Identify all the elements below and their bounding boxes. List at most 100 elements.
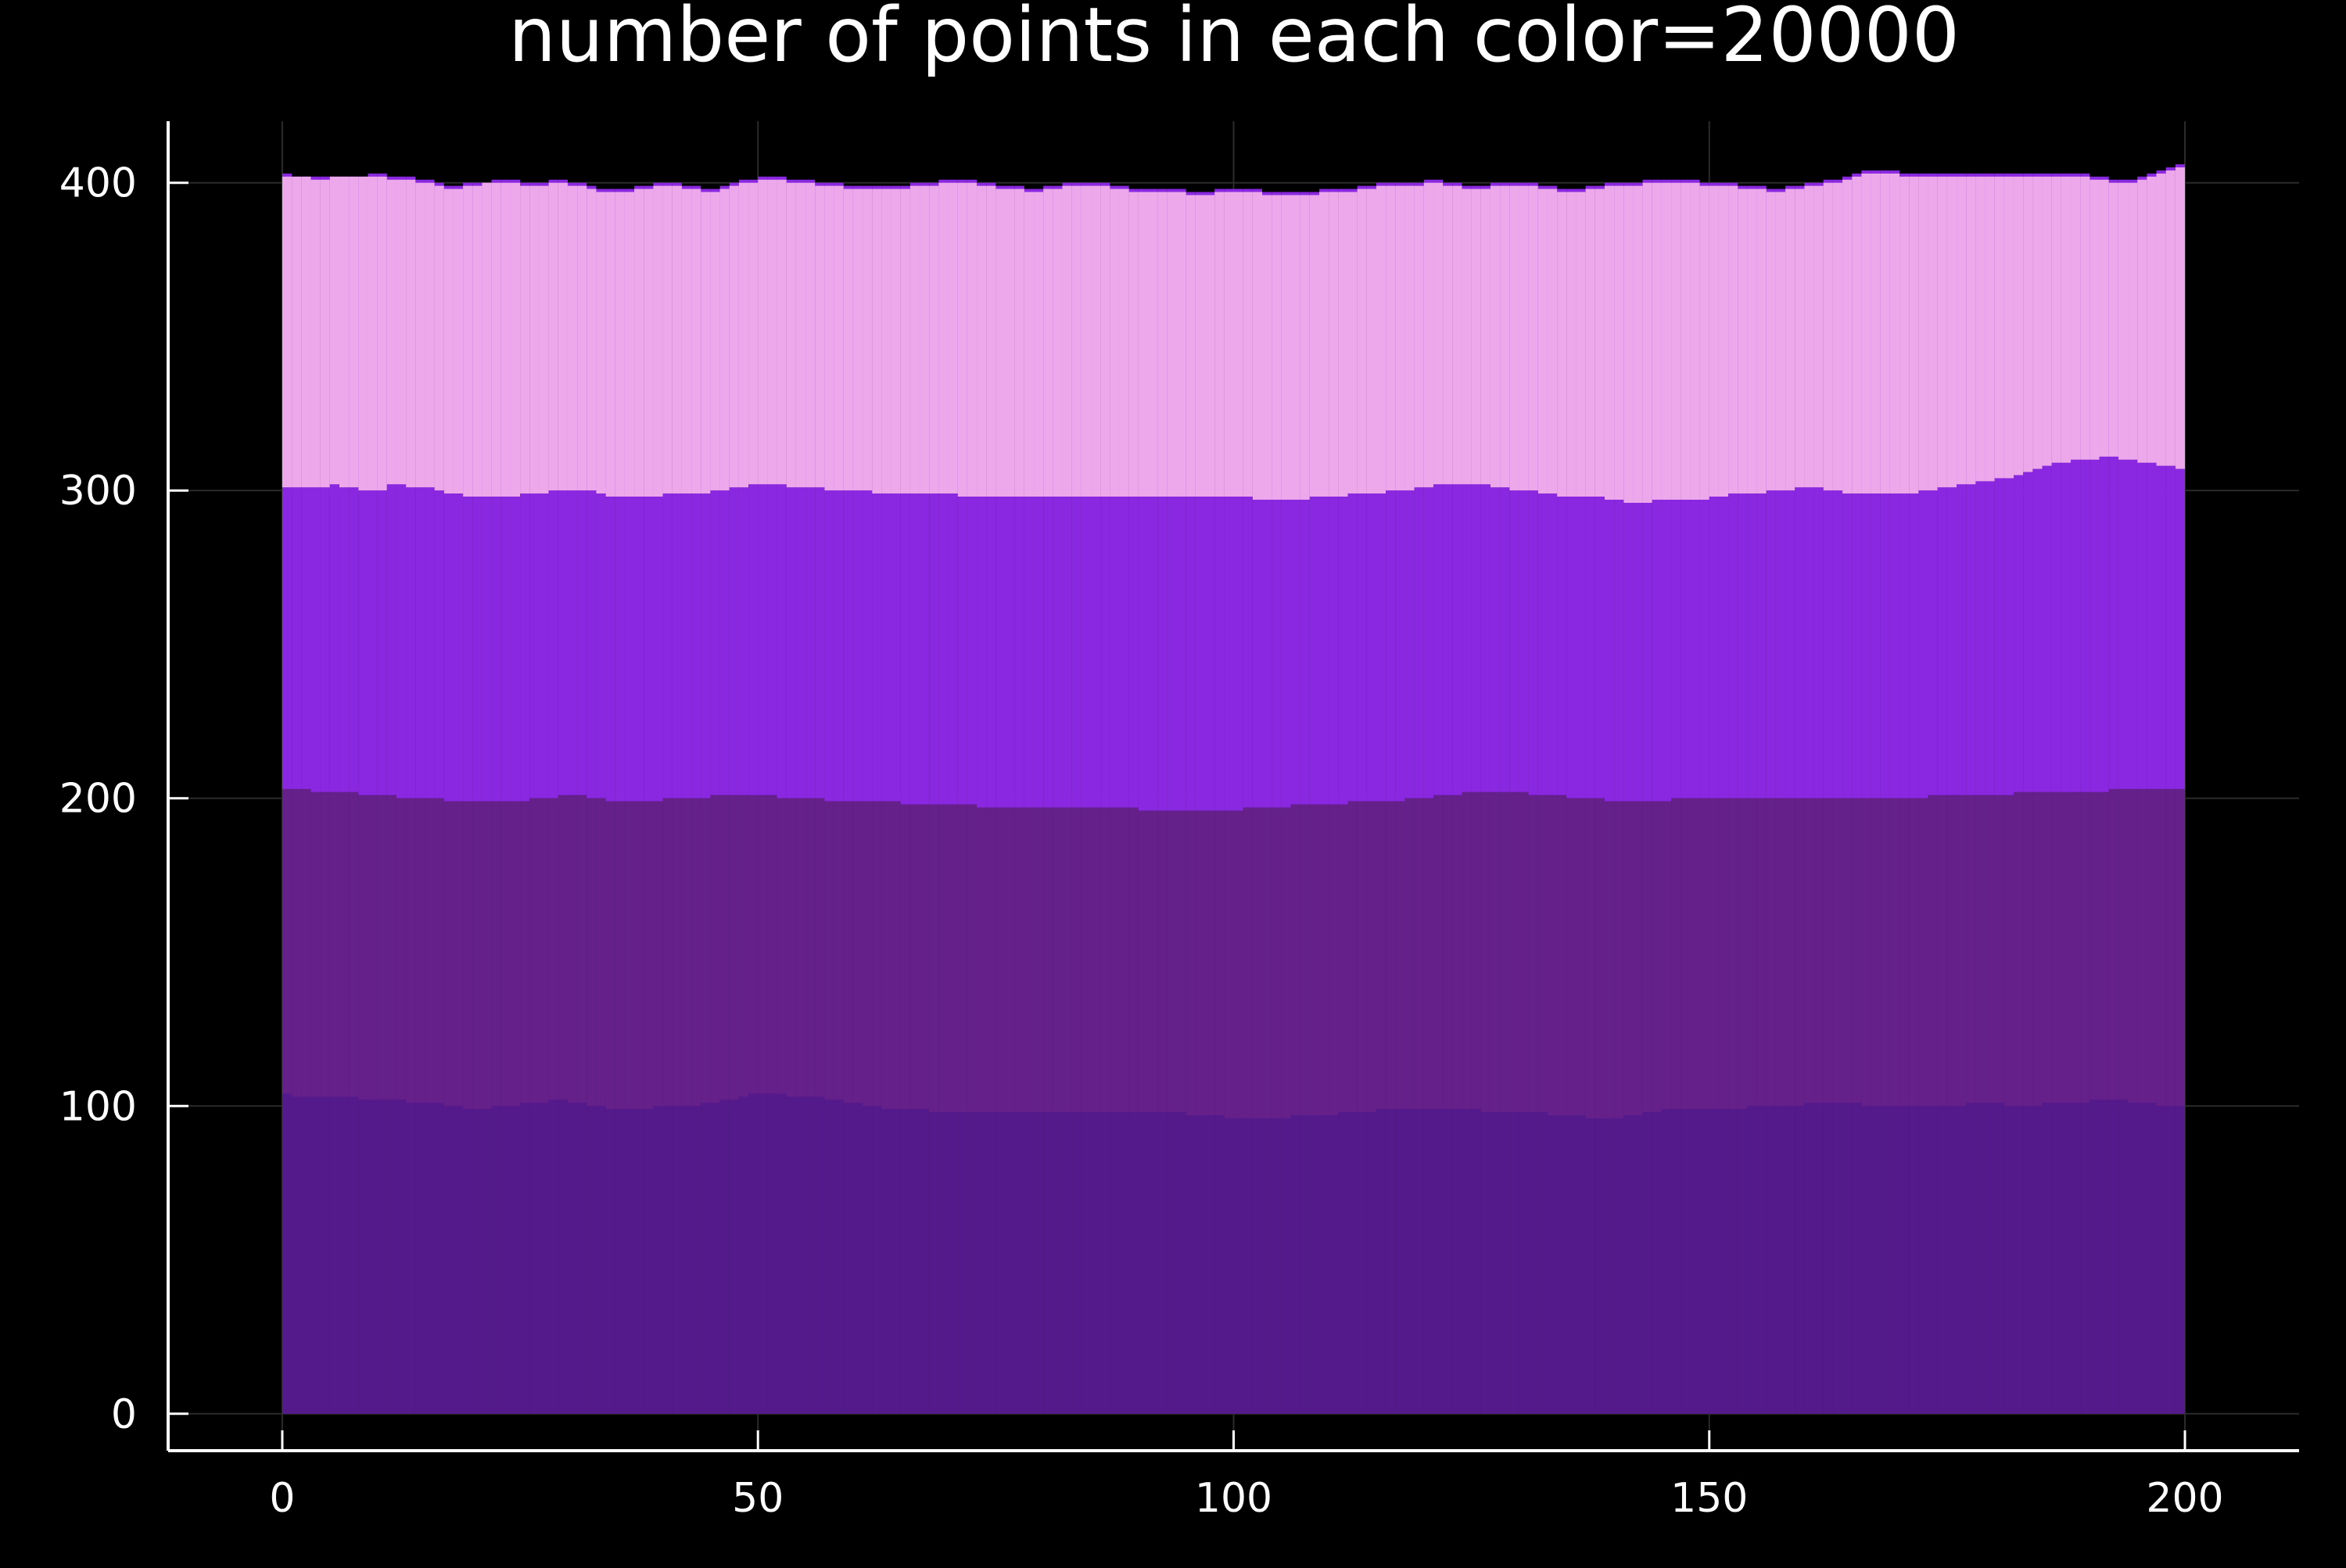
bar-segment bbox=[386, 179, 396, 485]
bar-segment bbox=[2042, 176, 2052, 466]
bar-segment bbox=[758, 1093, 768, 1414]
bar-segment bbox=[900, 804, 910, 1110]
bar-segment bbox=[1889, 1106, 1900, 1414]
bar-segment bbox=[929, 1112, 939, 1414]
bar-segment bbox=[605, 801, 615, 1110]
bar-segment bbox=[2090, 791, 2100, 1100]
bar-segment bbox=[777, 484, 787, 798]
bar-segment bbox=[491, 801, 501, 1107]
bar-segment bbox=[729, 185, 739, 488]
bar-segment bbox=[1832, 490, 1843, 798]
bar-segment bbox=[1957, 795, 1967, 1107]
bar-segment bbox=[1091, 497, 1101, 808]
bar-segment bbox=[1490, 791, 1501, 1113]
bar-segment bbox=[529, 798, 540, 1103]
bar-segment bbox=[1785, 1106, 1795, 1414]
bar-segment bbox=[2061, 176, 2072, 463]
bar-segment bbox=[852, 188, 863, 491]
bar-segment bbox=[329, 791, 339, 1097]
bar-segment bbox=[1128, 497, 1139, 808]
bar-segment bbox=[967, 1112, 978, 1414]
bar-segment bbox=[1756, 188, 1767, 494]
bar-segment bbox=[463, 801, 473, 1110]
bar-segment bbox=[748, 795, 759, 1094]
bar-segment bbox=[1718, 497, 1729, 798]
bar-segment bbox=[1519, 791, 1529, 1113]
bar-segment bbox=[2003, 795, 2014, 1107]
bar-segment bbox=[1889, 493, 1900, 798]
bar-segment bbox=[1623, 801, 1634, 1116]
bar-segment bbox=[1081, 1112, 1092, 1414]
bar-segment bbox=[1318, 804, 1329, 1116]
bar-segment bbox=[1699, 1109, 1709, 1414]
bar-segment bbox=[1128, 192, 1139, 497]
bar-segment bbox=[443, 1106, 454, 1414]
bar-segment bbox=[701, 192, 711, 494]
bar-segment bbox=[1566, 1115, 1577, 1414]
bar-segment bbox=[1233, 810, 1243, 1118]
bar-segment bbox=[681, 798, 692, 1107]
bar-segment bbox=[1081, 807, 1092, 1113]
bar-segment bbox=[1566, 798, 1577, 1116]
bar-segment bbox=[1091, 807, 1101, 1113]
bar-segment bbox=[881, 801, 891, 1110]
bar-segment bbox=[710, 192, 720, 491]
bar-segment bbox=[1633, 502, 1643, 802]
bar-segment bbox=[1167, 1112, 1177, 1414]
bar-segment bbox=[1937, 1106, 1947, 1414]
chart-title: number of points in each color=20000 bbox=[508, 0, 1960, 79]
bar-segment bbox=[900, 188, 910, 494]
bar-segment bbox=[1652, 801, 1662, 1113]
bar-segment bbox=[615, 1109, 625, 1414]
bar-segment bbox=[2118, 459, 2129, 789]
bar-segment bbox=[1423, 487, 1433, 798]
bar-segment bbox=[1357, 188, 1367, 494]
bar-segment bbox=[977, 497, 987, 808]
bar-segment bbox=[2032, 1106, 2043, 1414]
bar-segment bbox=[1252, 500, 1262, 808]
bar-segment bbox=[1500, 185, 1510, 488]
bar-segment bbox=[329, 176, 339, 485]
bar-segment bbox=[567, 490, 578, 795]
bar-segment bbox=[1119, 807, 1129, 1113]
bar-segment bbox=[1509, 791, 1519, 1113]
bar-segment bbox=[662, 185, 673, 494]
bar-segment bbox=[539, 798, 549, 1103]
bar-segment bbox=[967, 182, 978, 497]
bar-segment bbox=[1300, 195, 1310, 501]
bar-segment bbox=[1071, 497, 1082, 808]
bar-segment bbox=[1195, 195, 1206, 497]
bar-segment bbox=[834, 801, 844, 1100]
bar-segment bbox=[396, 798, 407, 1100]
bar-segment bbox=[415, 798, 425, 1103]
bar-segment bbox=[1053, 1112, 1063, 1414]
bar-segment bbox=[1433, 182, 1444, 485]
bar-segment bbox=[938, 493, 949, 805]
bar-segment bbox=[1614, 500, 1624, 802]
bar-segment bbox=[948, 804, 958, 1113]
bar-segment bbox=[1376, 185, 1386, 494]
bar-segment bbox=[1462, 791, 1472, 1110]
bar-segment bbox=[1585, 1118, 1595, 1414]
tick-labels: 0 100 200 300 400 0 50 100 150 200 bbox=[59, 160, 2224, 1522]
bar-segment bbox=[2014, 1106, 2024, 1414]
bar-segment bbox=[995, 497, 1006, 808]
bar-segment bbox=[2023, 472, 2033, 792]
bar-segment bbox=[758, 795, 768, 1094]
bar-segment bbox=[1329, 1115, 1339, 1414]
bar-segment bbox=[1452, 484, 1462, 795]
bar-segment bbox=[1490, 1112, 1501, 1414]
bar-segment bbox=[1386, 185, 1396, 491]
bar-segment bbox=[320, 487, 330, 792]
bar-segment bbox=[520, 185, 530, 494]
bar-segment bbox=[1471, 1109, 1481, 1414]
bar-segment bbox=[1138, 192, 1149, 497]
bar-segment bbox=[1566, 497, 1577, 798]
bar-segment bbox=[634, 497, 644, 802]
bar-segment bbox=[1224, 810, 1234, 1118]
bar-segment bbox=[1832, 182, 1843, 491]
bar-segment bbox=[805, 487, 816, 798]
bar-segment bbox=[1414, 487, 1424, 798]
bar-segment bbox=[824, 490, 834, 802]
bar-segment bbox=[1899, 493, 1910, 798]
